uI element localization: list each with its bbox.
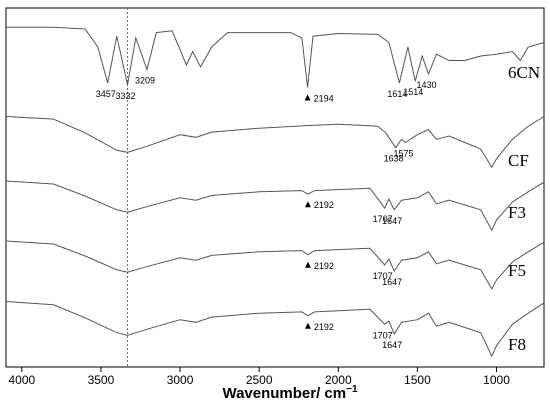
peak-label-6cn-3332: 3332 (116, 91, 136, 101)
peak-label-6cn-3457: 3457 (96, 89, 116, 99)
x-tick-label-2000: 2000 (325, 373, 352, 387)
peak-label-f3-1707: 1707 (373, 214, 393, 224)
peak-label-f5-1707: 1707 (373, 271, 393, 281)
x-tick-label-3000: 3000 (167, 373, 194, 387)
series-line-f5 (5, 240, 545, 291)
peak-label-6cn-1614: 1614 (387, 89, 407, 99)
series-label-f3: F3 (508, 203, 526, 222)
x-tick-label-1000: 1000 (483, 373, 510, 387)
peak-marker-f8-2192 (304, 322, 311, 329)
peak-label-6cn-1430: 1430 (416, 80, 436, 90)
peak-label-6cn-1514: 1514 (403, 87, 423, 97)
peak-label-cf-1575: 1575 (394, 149, 414, 159)
peak-label-6cn-2194: 2194 (314, 94, 334, 104)
x-tick-label-4000: 4000 (8, 373, 35, 387)
peak-marker-6cn-2194 (304, 94, 311, 101)
series-line-f8 (5, 301, 545, 358)
x-axis-label-superscript: −1 (346, 384, 358, 395)
series-label-f5: F5 (508, 261, 526, 280)
peak-marker-f3-2192 (304, 201, 311, 208)
series-line-f3 (5, 180, 545, 232)
x-axis-ticks: 4000 3500 3000 2500 2000 1500 1000 (8, 367, 510, 387)
series-label-6cn: 6CN (508, 63, 540, 82)
peak-label-f5-2192: 2192 (314, 261, 334, 271)
peak-label-cf-1638: 1638 (384, 154, 404, 164)
peak-label-f3-2192: 2192 (314, 200, 334, 210)
x-tick-label-1500: 1500 (404, 373, 431, 387)
series-line-6cn (6, 26, 545, 88)
series-line-cf (5, 116, 545, 169)
x-axis-label-text: Wavenumber/ cm (222, 385, 346, 402)
series-label-cf: CF (508, 151, 529, 170)
x-tick-label-2500: 2500 (246, 373, 273, 387)
x-axis-label: Wavenumber/ cm−1 (222, 384, 357, 402)
peak-label-f3-1647: 1647 (382, 216, 402, 226)
peak-label-f8-1707: 1707 (373, 330, 393, 340)
peak-label-f8-1647: 1647 (382, 340, 402, 350)
peak-label-f8-2192: 2192 (314, 322, 334, 332)
series-label-f8: F8 (508, 335, 526, 354)
x-tick-label-3500: 3500 (88, 373, 115, 387)
peak-marker-f5-2192 (304, 261, 311, 268)
peak-label-f5-1647: 1647 (382, 277, 402, 287)
peak-label-6cn-3209: 3209 (135, 76, 155, 86)
